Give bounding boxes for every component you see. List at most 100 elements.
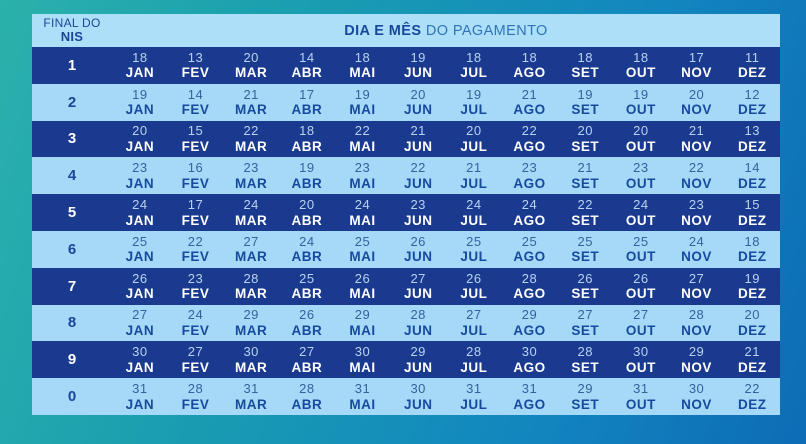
payment-day: 17: [299, 86, 315, 102]
payment-day: 19: [744, 270, 760, 286]
payment-date-cell: 30 AGO: [502, 344, 558, 375]
payment-month: NOV: [681, 175, 712, 191]
payment-month: OUT: [625, 359, 656, 375]
payment-date-cell: 29 JUN: [390, 344, 446, 375]
payment-date-cell: 22 JUN: [390, 160, 446, 191]
payment-day: 27: [243, 233, 259, 249]
payment-date-cell: 23 FEV: [168, 271, 224, 302]
payment-month: MAI: [349, 102, 376, 118]
payment-day: 18: [466, 49, 482, 65]
payment-day: 22: [354, 123, 371, 139]
payment-day: 28: [688, 307, 705, 323]
payment-month: JUN: [403, 212, 433, 228]
payment-date-cell: 15 DEZ: [724, 197, 780, 228]
payment-date-cell: 23 MAI: [335, 160, 391, 191]
payment-month: MAR: [235, 249, 268, 265]
payment-month: FEV: [181, 138, 210, 154]
payment-day: 18: [132, 49, 148, 65]
payment-day: 24: [354, 197, 371, 213]
payment-month: JUL: [460, 286, 488, 302]
payment-date-cell: 25 ABR: [279, 271, 335, 302]
nis-final-digit: 9: [67, 351, 77, 369]
payment-date-cell: 18 MAI: [335, 50, 391, 81]
payment-day: 18: [521, 49, 538, 65]
payment-date-cell: 28 SET: [557, 344, 613, 375]
payment-date-cell: 18 OUT: [613, 50, 669, 81]
payment-day: 23: [243, 160, 259, 176]
payment-month: DEZ: [737, 102, 767, 118]
payment-month: MAI: [349, 286, 376, 302]
payment-month: FEV: [181, 102, 210, 118]
payment-date-cell: 20 OUT: [613, 123, 669, 154]
payment-date-cell: 19 JAN: [112, 87, 168, 118]
payment-month: OUT: [625, 212, 656, 228]
payment-day: 24: [688, 233, 705, 249]
payment-month: NOV: [681, 322, 712, 338]
payment-date-cell: 28 MAR: [223, 271, 279, 302]
payment-month: JAN: [125, 212, 155, 228]
payment-day: 19: [132, 86, 148, 102]
payment-month: SET: [571, 212, 600, 228]
payment-day: 20: [688, 86, 705, 102]
payment-date-cell: 29 SET: [557, 381, 613, 412]
payment-month: FEV: [181, 65, 210, 81]
payment-date-cell: 28 AGO: [502, 271, 558, 302]
payment-date-cell: 19 ABR: [279, 160, 335, 191]
payment-date-cell: 25 JAN: [112, 234, 168, 265]
payment-month: MAR: [235, 396, 268, 412]
payment-date-cell: 22 DEZ: [724, 381, 780, 412]
payment-month: JAN: [125, 249, 155, 265]
payment-day: 30: [132, 344, 148, 360]
payment-date-cell: 12 DEZ: [724, 87, 780, 118]
payment-month: ABR: [291, 359, 323, 375]
payment-date-cell: 29 MAI: [335, 307, 391, 338]
payment-date-cell: 26 ABR: [279, 307, 335, 338]
payment-day: 21: [688, 123, 705, 139]
payment-date-cell: 23 OUT: [613, 160, 669, 191]
payment-day: 17: [688, 49, 705, 65]
payment-date-cell: 21 JUL: [446, 160, 502, 191]
payment-date-cell: 29 AGO: [502, 307, 558, 338]
payment-day: 22: [688, 160, 705, 176]
payment-day: 23: [132, 160, 148, 176]
payment-date-cell: 28 ABR: [279, 381, 335, 412]
payment-day: 20: [577, 123, 593, 139]
payment-day: 27: [299, 344, 315, 360]
payment-day: 20: [744, 307, 760, 323]
nis-final-digit: 2: [67, 93, 77, 111]
payment-day: 24: [633, 197, 649, 213]
payment-date-cell: 30 OUT: [613, 344, 669, 375]
payment-day: 14: [187, 86, 204, 102]
payment-date-cell: 14 FEV: [168, 87, 224, 118]
payment-date-cell: 27 OUT: [613, 307, 669, 338]
payment-month: OUT: [625, 322, 656, 338]
payment-month: SET: [571, 322, 600, 338]
payment-day: 27: [132, 307, 148, 323]
payment-date-cell: 21 NOV: [669, 123, 725, 154]
payment-day: 22: [243, 123, 259, 139]
payment-day: 28: [577, 344, 593, 360]
payment-month: ABR: [291, 322, 323, 338]
payment-day: 20: [633, 123, 649, 139]
payment-month: DEZ: [737, 322, 767, 338]
payment-month: SET: [571, 65, 600, 81]
payment-date-cell: 15 FEV: [168, 123, 224, 154]
payment-month: DEZ: [737, 212, 767, 228]
payment-day: 21: [466, 160, 482, 176]
payment-date-cell: 23 JUN: [390, 197, 446, 228]
payment-day: 20: [466, 123, 482, 139]
payment-date-cell: 26 JUN: [390, 234, 446, 265]
payment-date-cell: 20 NOV: [669, 87, 725, 118]
payment-date-cell: 20 SET: [557, 123, 613, 154]
payment-day: 29: [243, 307, 259, 323]
table-row: 3 20 JAN 15 FEV 22 MAR 18 ABR 22 MAI 21 JUN 20 JUL 22 AG…: [32, 120, 780, 158]
payment-month: ABR: [291, 65, 323, 81]
payment-date-cell: 24 MAR: [223, 197, 279, 228]
payment-day: 29: [577, 381, 593, 397]
payment-date-cell: 30 MAI: [335, 344, 391, 375]
payment-month: JUL: [460, 212, 488, 228]
payment-day: 22: [521, 123, 538, 139]
payment-month: AGO: [513, 249, 546, 265]
payment-month: NOV: [681, 65, 712, 81]
payment-day: 30: [688, 381, 705, 397]
